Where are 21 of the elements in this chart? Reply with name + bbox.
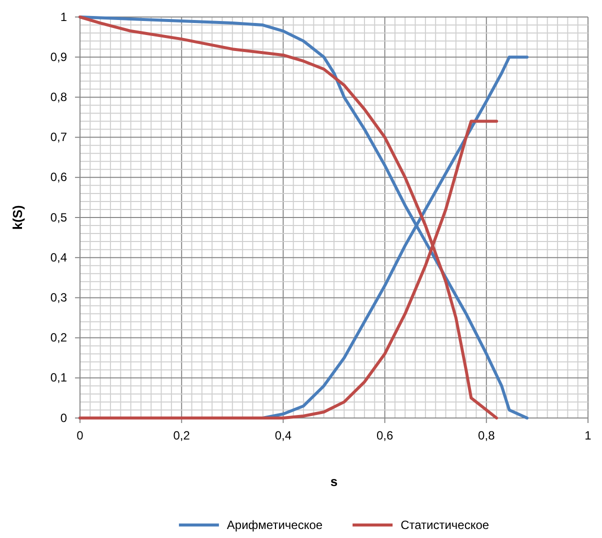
y-tick-label: 0,4 [50,250,68,264]
x-tick-label: 0 [76,428,84,443]
y-tick-label: 0,7 [50,130,68,144]
x-tick-label: 1 [584,428,592,443]
y-axis-title: k(S) [10,205,25,230]
y-tick-label: 0 [60,410,68,425]
x-tick-label: 0,6 [376,428,394,443]
x-axis-title: s [330,474,338,489]
y-tick-label: 0,8 [50,90,68,104]
y-tick-label: 0,5 [50,210,68,224]
y-tick-label: 1 [60,10,68,24]
x-tick-label: 0,2 [173,428,190,443]
legend-label: Арифметическое [226,518,323,532]
y-tick-label: 0,1 [50,370,68,385]
y-tick-label: 0,9 [50,50,68,64]
y-tick-label: 0,6 [50,170,68,184]
y-tick-label: 0,3 [50,290,68,305]
legend-label: Статистическое [400,518,490,532]
y-tick-label: 0,2 [50,330,68,345]
x-tick-label: 0,8 [478,428,496,443]
x-tick-label: 0,4 [274,428,292,443]
